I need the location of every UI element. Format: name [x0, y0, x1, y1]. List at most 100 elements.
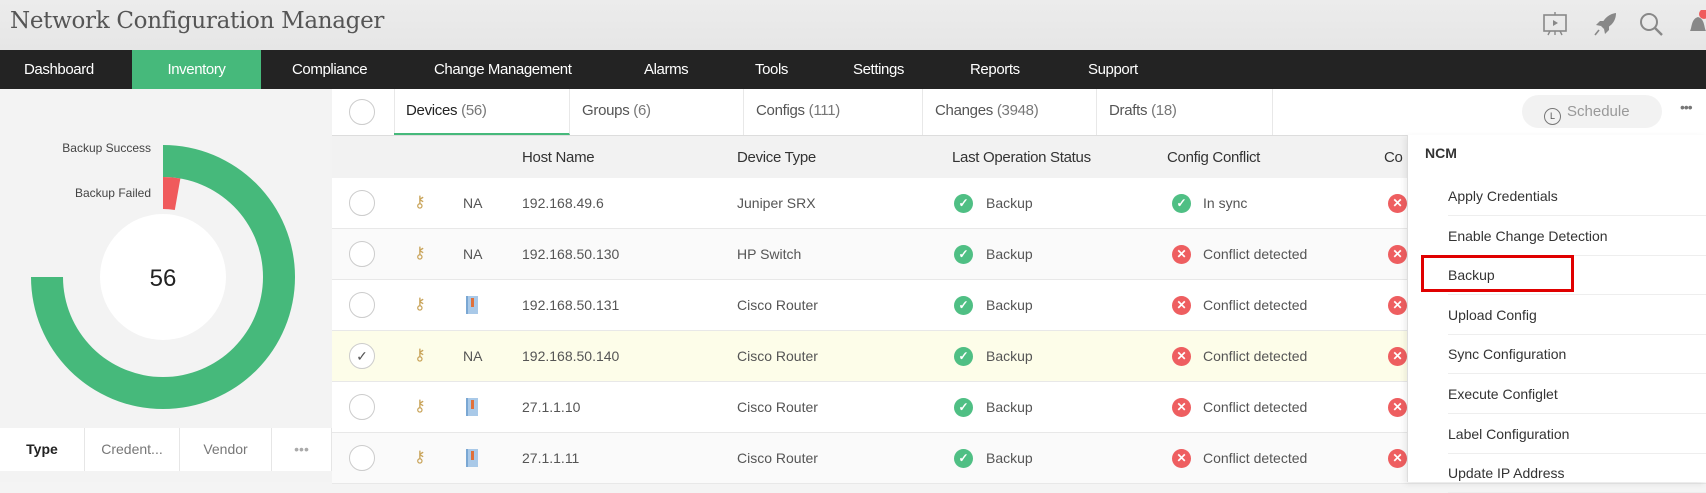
host-name[interactable]: 192.168.50.140 — [522, 348, 620, 364]
col-truncated[interactable]: Co — [1384, 149, 1403, 166]
schedule-button[interactable]: L Schedule — [1522, 95, 1662, 128]
menu-item-label-configuration[interactable]: Label Configuration — [1448, 414, 1706, 454]
error-x-icon: ✕ — [1388, 245, 1407, 264]
menu-item-update-ip-address[interactable]: Update IP Address — [1448, 453, 1706, 493]
tab-groups[interactable]: Groups (6) — [570, 89, 744, 135]
menu-item-upload-config[interactable]: Upload Config — [1448, 295, 1706, 335]
host-name[interactable]: 192.168.49.6 — [522, 195, 604, 211]
row-checkbox[interactable] — [349, 445, 375, 471]
row-checkbox[interactable] — [349, 241, 375, 267]
clock-icon: L — [1544, 108, 1561, 125]
last-operation-status: Backup — [986, 348, 1033, 364]
device-icon-na: NA — [463, 348, 483, 364]
nav-tools[interactable]: Tools — [755, 61, 789, 78]
rocket-icon[interactable] — [1592, 10, 1620, 38]
error-x-icon: ✕ — [1172, 449, 1191, 468]
device-type: Cisco Router — [737, 399, 818, 415]
credential-key-icon: ⚷ — [414, 194, 426, 211]
left-tab-type[interactable]: Type — [0, 428, 85, 471]
nav-compliance[interactable]: Compliance — [292, 61, 368, 78]
config-conflict: Conflict detected — [1203, 399, 1308, 415]
tab-drafts[interactable]: Drafts (18) — [1097, 89, 1273, 135]
error-x-icon: ✕ — [1172, 398, 1191, 417]
last-operation-status: Backup — [986, 297, 1033, 313]
tab-changes[interactable]: Changes (3948) — [923, 89, 1097, 135]
credential-key-icon: ⚷ — [414, 449, 426, 466]
error-x-icon: ✕ — [1172, 245, 1191, 264]
nav-settings[interactable]: Settings — [853, 61, 904, 78]
menu-header: NCM — [1425, 145, 1457, 161]
nav-dashboard[interactable]: Dashboard — [24, 61, 94, 78]
row-checkbox[interactable] — [349, 190, 375, 216]
host-name[interactable]: 192.168.50.131 — [522, 297, 620, 313]
success-check-icon: ✓ — [954, 245, 973, 264]
menu-item-backup[interactable]: Backup — [1448, 255, 1706, 296]
device-icon — [466, 449, 478, 467]
nav-change-management[interactable]: Change Management — [434, 61, 572, 78]
credential-key-icon: ⚷ — [414, 245, 426, 262]
bar-backup-failed[interactable] — [163, 177, 181, 211]
menu-item-enable-change-detection[interactable]: Enable Change Detection — [1448, 216, 1706, 256]
last-operation-status: Backup — [986, 399, 1033, 415]
success-check-icon: ✓ — [954, 194, 973, 213]
menu-item-execute-configlet[interactable]: Execute Configlet — [1448, 374, 1706, 414]
credential-key-icon: ⚷ — [414, 398, 426, 415]
device-type: Cisco Router — [737, 348, 818, 364]
col-host-name[interactable]: Host Name — [522, 149, 595, 166]
actions-dropdown-menu: NCM Apply Credentials Enable Change Detec… — [1407, 135, 1706, 493]
menu-item-sync-configuration[interactable]: Sync Configuration — [1448, 334, 1706, 375]
chart-center-label: 56 — [150, 265, 177, 292]
success-check-icon: ✓ — [954, 347, 973, 366]
host-name[interactable]: 27.1.1.10 — [522, 399, 581, 415]
device-type: Cisco Router — [737, 450, 818, 466]
nav-reports[interactable]: Reports — [970, 61, 1020, 78]
left-tab-vendor[interactable]: Vendor — [180, 428, 272, 471]
host-name[interactable]: 192.168.50.130 — [522, 246, 620, 262]
device-icon — [466, 398, 478, 416]
error-x-icon: ✕ — [1388, 449, 1407, 468]
last-operation-status: Backup — [986, 246, 1033, 262]
search-icon[interactable] — [1637, 10, 1665, 38]
error-x-icon: ✕ — [1388, 296, 1407, 315]
error-x-icon: ✕ — [1172, 296, 1191, 315]
tab-devices[interactable]: Devices (56) — [394, 89, 570, 135]
summary-panel: 56 Backup Success Backup Failed Type Cre… — [0, 89, 332, 482]
chart-center — [100, 214, 226, 340]
credential-key-icon: ⚷ — [414, 347, 426, 364]
col-config-conflict[interactable]: Config Conflict — [1167, 149, 1261, 166]
last-operation-status: Backup — [986, 450, 1033, 466]
success-check-icon: ✓ — [954, 449, 973, 468]
device-type: Cisco Router — [737, 297, 818, 313]
success-check-icon: ✓ — [1172, 194, 1191, 213]
row-checkbox[interactable] — [349, 394, 375, 420]
more-actions-button[interactable]: ••• — [1680, 99, 1693, 115]
col-device-type[interactable]: Device Type — [737, 149, 816, 166]
bell-icon[interactable] — [1684, 10, 1706, 38]
config-conflict: Conflict detected — [1203, 450, 1308, 466]
main-nav: Dashboard Inventory Compliance Change Ma… — [0, 50, 1706, 89]
nav-alarms[interactable]: Alarms — [644, 61, 689, 78]
config-conflict: Conflict detected — [1203, 348, 1308, 364]
device-type: Juniper SRX — [737, 195, 816, 211]
credential-key-icon: ⚷ — [414, 296, 426, 313]
device-type: HP Switch — [737, 246, 802, 262]
presentation-icon[interactable] — [1541, 10, 1569, 38]
error-x-icon: ✕ — [1388, 194, 1407, 213]
left-tab-credentials[interactable]: Credent... — [85, 428, 180, 471]
nav-inventory[interactable]: Inventory — [132, 50, 261, 89]
tab-configs[interactable]: Configs (111) — [744, 89, 923, 135]
config-conflict: Conflict detected — [1203, 246, 1308, 262]
row-checkbox[interactable]: ✓ — [349, 343, 375, 369]
device-icon-na: NA — [463, 246, 483, 262]
backup-radial-chart: 56 Backup Success Backup Failed — [31, 141, 295, 409]
menu-item-apply-credentials[interactable]: Apply Credentials — [1448, 176, 1706, 216]
col-last-operation-status[interactable]: Last Operation Status — [952, 149, 1091, 166]
error-x-icon: ✕ — [1172, 347, 1191, 366]
select-all-checkbox[interactable] — [349, 99, 375, 125]
host-name[interactable]: 27.1.1.11 — [522, 450, 580, 466]
row-checkbox[interactable] — [349, 292, 375, 318]
nav-support[interactable]: Support — [1088, 61, 1138, 78]
left-tab-more[interactable]: ••• — [272, 428, 332, 471]
success-check-icon: ✓ — [954, 296, 973, 315]
device-icon — [466, 296, 478, 314]
